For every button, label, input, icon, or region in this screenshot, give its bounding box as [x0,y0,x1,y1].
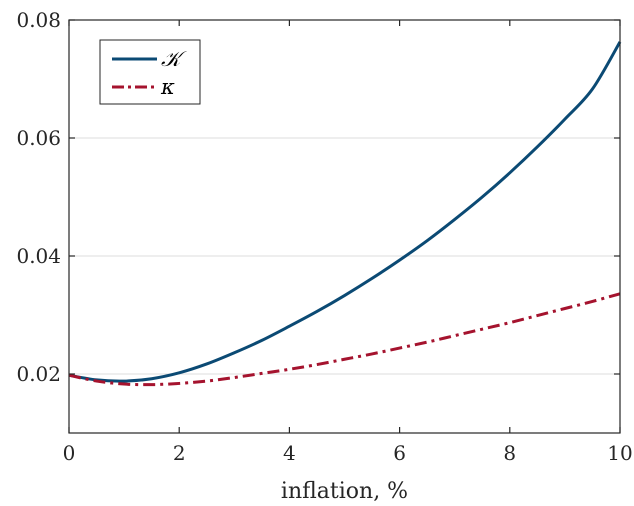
legend-label-kappa: κ [160,75,175,99]
x-tick-label-3: 6 [393,441,406,465]
x-tick-label-5: 10 [607,441,632,465]
series-line-k-upper [68,41,622,383]
tick-labels: 0 2 4 6 8 10 0.02 0.04 0.06 0.08 [16,8,632,465]
x-axis-label: inflation, % [281,479,408,504]
y-tick-label-2: 0.06 [16,126,61,150]
legend-box [99,39,201,105]
legend: 𝒦 κ [99,39,201,105]
x-tick-label-0: 0 [63,441,76,465]
x-tick-label-1: 2 [173,441,186,465]
y-tick-label-0: 0.02 [16,362,61,386]
x-tick-label-2: 4 [283,441,296,465]
y-tick-label-1: 0.04 [16,244,61,268]
x-tick-label-4: 8 [503,441,516,465]
ticks [68,19,621,433]
series-line-kappa [68,292,621,387]
y-tick-label-3: 0.08 [16,8,61,32]
axes-box [68,19,621,434]
series-layer [68,41,622,387]
